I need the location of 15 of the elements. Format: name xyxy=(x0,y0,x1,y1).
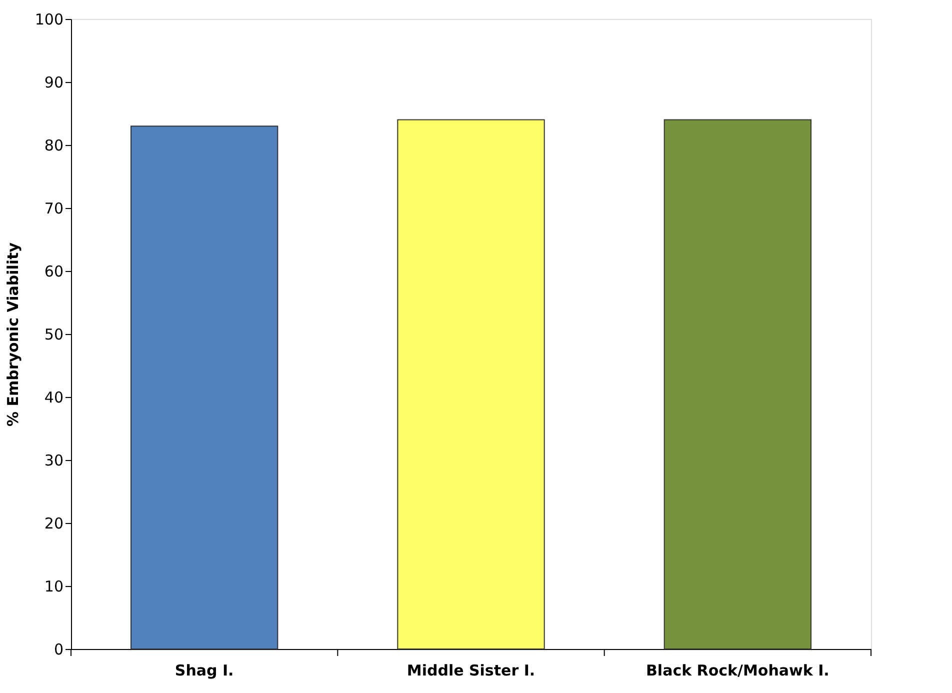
y-tick-label: 40 xyxy=(44,388,64,406)
y-tick-label: 60 xyxy=(44,262,64,280)
y-tick-label: 50 xyxy=(44,326,64,344)
y-tick-label: 80 xyxy=(44,136,64,154)
x-tick-label: Middle Sister I. xyxy=(406,662,536,680)
y-tick-label: 0 xyxy=(54,640,64,658)
y-axis-title: % Embryonic Viability xyxy=(4,242,22,426)
y-tick-label: 70 xyxy=(44,200,64,218)
x-tick-label: Black Rock/Mohawk I. xyxy=(646,662,830,680)
y-tick-label: 20 xyxy=(44,514,64,532)
y-tick-label: 100 xyxy=(34,10,64,28)
y-tick-label: 90 xyxy=(44,74,64,92)
x-tick-label: Shag I. xyxy=(174,662,234,680)
y-tick-label: 10 xyxy=(44,578,64,596)
y-tick-label: 30 xyxy=(44,452,64,470)
